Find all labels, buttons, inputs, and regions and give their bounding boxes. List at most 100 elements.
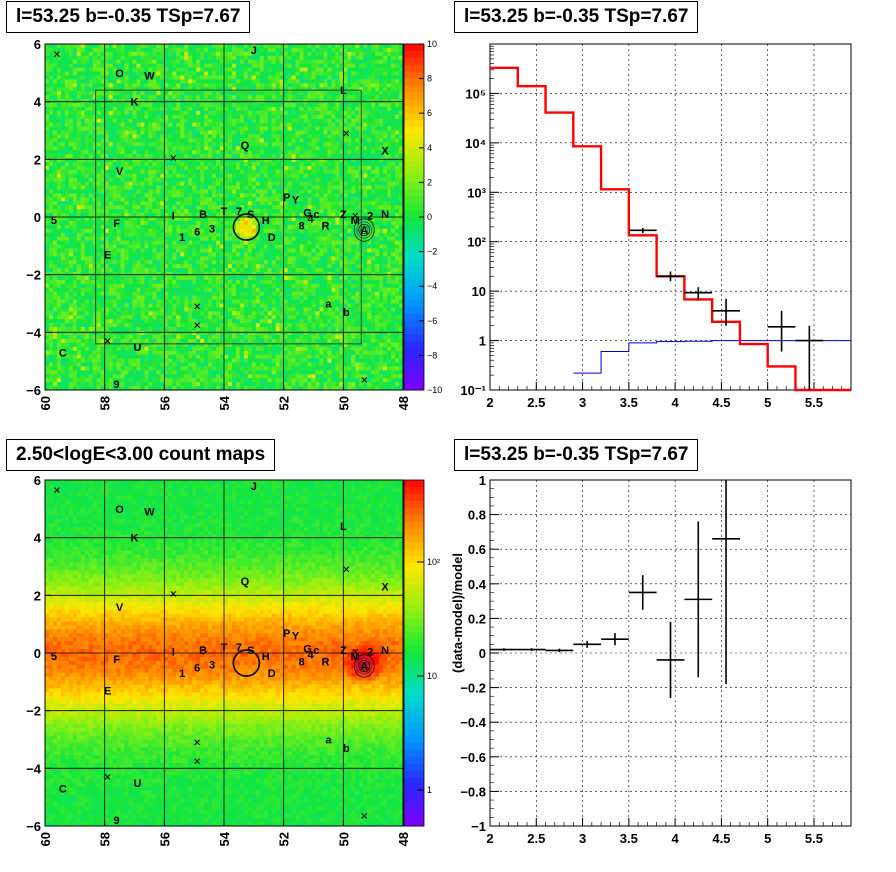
- panel-spectrum: 2 2.5 3 3.5 4 4.5 5 5.5 10⁻¹ 1 10 10² 10³ 10⁴ 10⁵ l=53…: [448, 0, 896, 436]
- colorbar-cell: [404, 251, 424, 260]
- source-label: X: [381, 582, 389, 594]
- colorbar-label: 2: [427, 177, 432, 187]
- colorbar-cell: [404, 369, 424, 377]
- x-tick-label: 50: [336, 396, 351, 410]
- source-label: J: [251, 45, 257, 57]
- colorbar-cell: [404, 742, 424, 751]
- colorbar-cell: [404, 722, 424, 730]
- y-tick-label: −0.4: [460, 715, 486, 730]
- colorbar-cell: [404, 376, 424, 384]
- colorbar-cell: [404, 106, 424, 114]
- colorbar-cell: [404, 583, 424, 592]
- source-label: b: [343, 307, 350, 319]
- colorbar-cell: [404, 320, 424, 329]
- colorbar-cell: [404, 701, 424, 709]
- colorbar-label: −2: [427, 247, 437, 257]
- colorbar-cell: [404, 611, 424, 619]
- y-tick-label: 6: [34, 473, 41, 488]
- colorbar-cell: [404, 92, 424, 100]
- source-label: U: [134, 778, 142, 790]
- source-label: D: [268, 668, 276, 680]
- source-label: I: [172, 211, 175, 223]
- source-label: S: [247, 645, 254, 657]
- source-label: O: [115, 504, 124, 516]
- colorbar-cell: [404, 784, 424, 792]
- source-cross: [352, 212, 359, 219]
- source-cross: [361, 377, 368, 383]
- colorbar-cell: [404, 666, 424, 675]
- contour-ring: [360, 662, 369, 670]
- colorbar-cell: [404, 715, 424, 723]
- colorbar-cell: [404, 763, 424, 772]
- source-label: 6: [194, 662, 200, 674]
- source-label: I: [172, 647, 175, 659]
- source-label: O: [115, 68, 124, 80]
- x-tick-label: 4.5: [712, 395, 730, 410]
- source-cross: [194, 322, 201, 328]
- colorbar-cell: [404, 57, 424, 66]
- y-axis-label: (data-model)/model: [450, 553, 465, 673]
- x-tick-label: 3: [579, 831, 586, 846]
- colorbar-label: 8: [427, 74, 432, 84]
- panel-count-map: 60 58 56 54 52 50 48 6 4 2 0 −2 −4 −6 O W J K L Q X V P Y T 7 S B I H…: [0, 436, 448, 872]
- residual-point: [601, 633, 629, 646]
- source-label: T: [221, 206, 228, 218]
- colorbar-cell: [404, 120, 424, 128]
- x-tick-label: 3.5: [620, 395, 638, 410]
- colorbar-cell: [404, 78, 424, 87]
- colorbar-label: 4: [427, 143, 432, 153]
- count-map-title: 2.50<logE<3.00 count maps: [6, 439, 276, 471]
- x-tick-label: 4: [672, 831, 680, 846]
- x-tick-label: 4: [672, 395, 680, 410]
- colorbar-cell: [404, 805, 424, 813]
- contour-ring: [358, 660, 371, 672]
- y-tick-label: 10: [472, 284, 486, 299]
- contour-ring: [356, 221, 373, 239]
- colorbar-cell: [404, 597, 424, 606]
- colorbar-cell: [404, 244, 424, 253]
- y-tick-label: −6: [26, 383, 41, 398]
- y-tick-label: −1: [471, 819, 486, 834]
- source-label: Q: [241, 576, 250, 588]
- colorbar-cell: [404, 189, 424, 197]
- residuals-chart: 2 2.5 3 3.5 4 4.5 5 5.5 1 0.8 0.6 0.4 0.2 0 −0.2 −0.4 −0…: [450, 473, 852, 846]
- colorbar-cell: [404, 182, 424, 190]
- data-point: [795, 325, 824, 390]
- colorbar-cell: [404, 812, 424, 820]
- source-label: S: [247, 209, 254, 221]
- colorbar-cell: [404, 355, 424, 363]
- ts-map-title: l=53.25 b=-0.35 TSp=7.67: [6, 1, 251, 33]
- contour-ring: [358, 224, 371, 236]
- y-tick-label: 10⁻¹: [460, 383, 486, 398]
- source-cross: [343, 130, 350, 137]
- y-tick-label: −4: [26, 325, 42, 340]
- panel-residuals: 2 2.5 3 3.5 4 4.5 5 5.5 1 0.8 0.6 0.4 0.2 0 −0.2 −0.4 −0…: [448, 436, 896, 872]
- x-tick-label: 50: [336, 832, 351, 846]
- colorbar-label: 0: [427, 212, 432, 222]
- colorbar-cell: [404, 383, 424, 391]
- source-label: E: [104, 249, 111, 261]
- x-tick-label: 2: [486, 395, 493, 410]
- source-label: F: [113, 654, 120, 666]
- model-line: [490, 66, 851, 392]
- colorbar-label: 10: [427, 39, 437, 49]
- colorbar-label: 10: [427, 671, 437, 681]
- colorbar-cell: [404, 175, 424, 183]
- colorbar-cell: [404, 44, 424, 52]
- colorbar-cell: [404, 133, 424, 142]
- colorbar-cell: [404, 569, 424, 578]
- colorbar-cell: [404, 258, 424, 266]
- source-label: K: [131, 533, 139, 545]
- x-tick-label: 3: [579, 395, 586, 410]
- colorbar-cell: [404, 791, 424, 799]
- y-tick-label: 4: [34, 95, 42, 110]
- colorbar-label: 10²: [427, 557, 440, 567]
- y-tick-label: 2: [34, 152, 41, 167]
- y-tick-label: 10²: [467, 235, 486, 250]
- y-tick-label: 0.2: [468, 611, 486, 626]
- colorbar-cell: [404, 493, 424, 502]
- x-tick-label: 3.5: [620, 831, 638, 846]
- source-label: a: [325, 735, 332, 747]
- source-label: 8: [299, 221, 305, 233]
- x-tick-label: 5.5: [805, 395, 823, 410]
